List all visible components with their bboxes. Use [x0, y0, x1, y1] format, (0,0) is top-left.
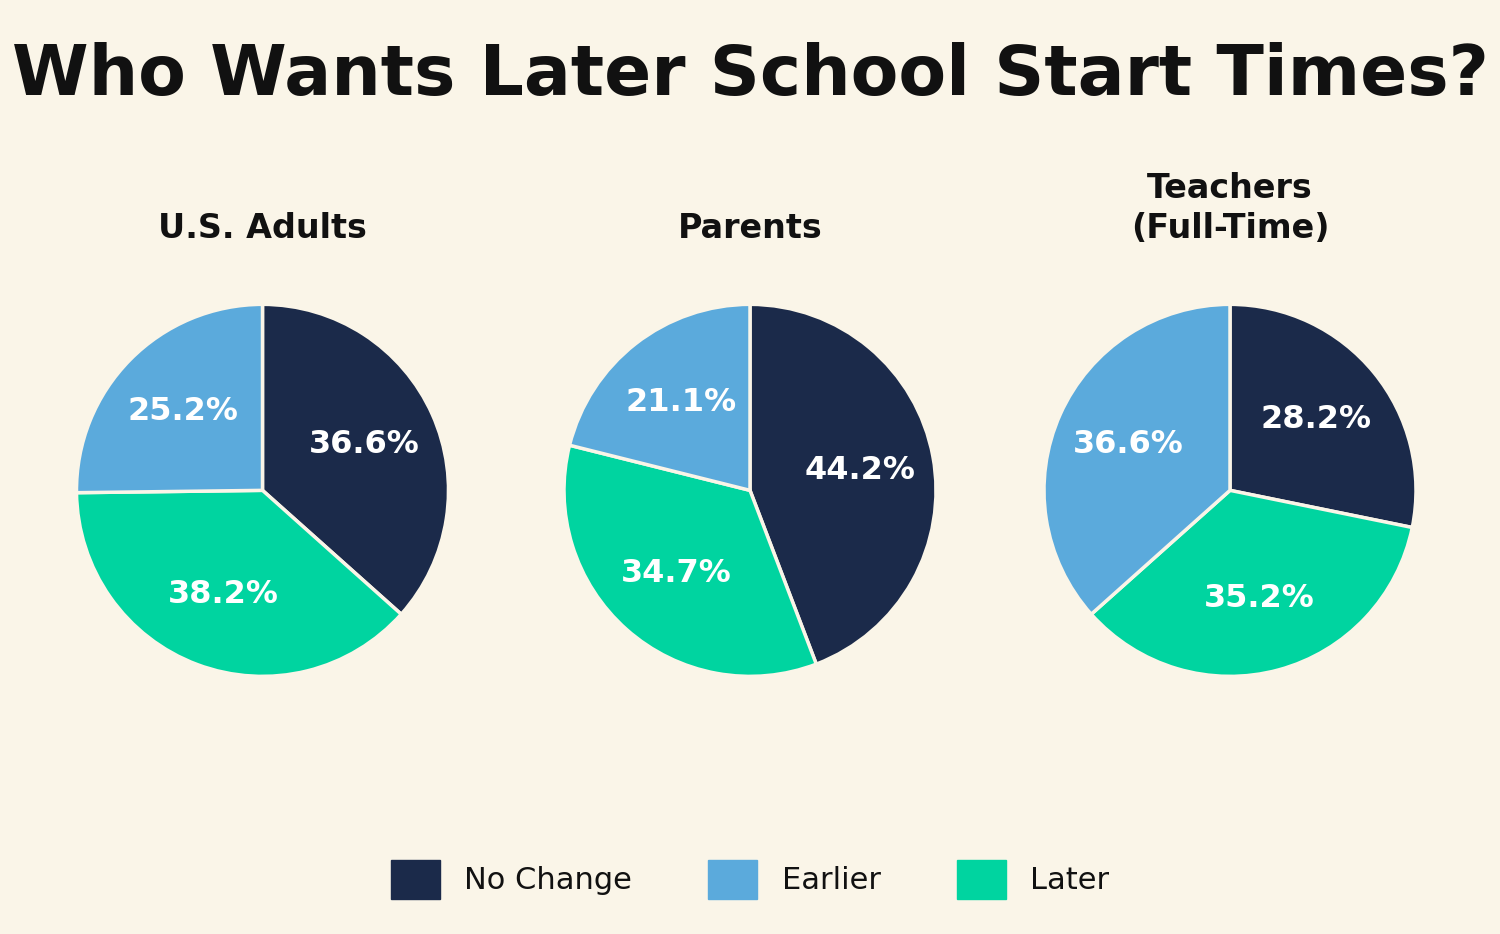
Text: 21.1%: 21.1%: [626, 387, 736, 417]
Text: 38.2%: 38.2%: [168, 579, 279, 610]
Text: 36.6%: 36.6%: [1072, 430, 1184, 460]
Text: 44.2%: 44.2%: [804, 455, 915, 486]
Title: Parents: Parents: [678, 212, 822, 246]
Text: 36.6%: 36.6%: [309, 430, 420, 460]
Text: 34.7%: 34.7%: [621, 559, 732, 589]
Wedge shape: [76, 490, 401, 676]
Wedge shape: [262, 304, 448, 615]
Wedge shape: [76, 304, 262, 493]
Title: Teachers
(Full-Time): Teachers (Full-Time): [1131, 172, 1329, 246]
Wedge shape: [570, 304, 750, 490]
Text: 35.2%: 35.2%: [1203, 583, 1314, 614]
Legend: No Change, Earlier, Later: No Change, Earlier, Later: [375, 844, 1125, 914]
Wedge shape: [1230, 304, 1416, 528]
Wedge shape: [564, 446, 816, 676]
Wedge shape: [1092, 490, 1413, 676]
Wedge shape: [750, 304, 936, 664]
Text: Who Wants Later School Start Times?: Who Wants Later School Start Times?: [12, 42, 1488, 109]
Text: 28.2%: 28.2%: [1262, 404, 1372, 435]
Wedge shape: [1044, 304, 1230, 615]
Title: U.S. Adults: U.S. Adults: [158, 212, 368, 246]
Text: 25.2%: 25.2%: [128, 396, 238, 428]
